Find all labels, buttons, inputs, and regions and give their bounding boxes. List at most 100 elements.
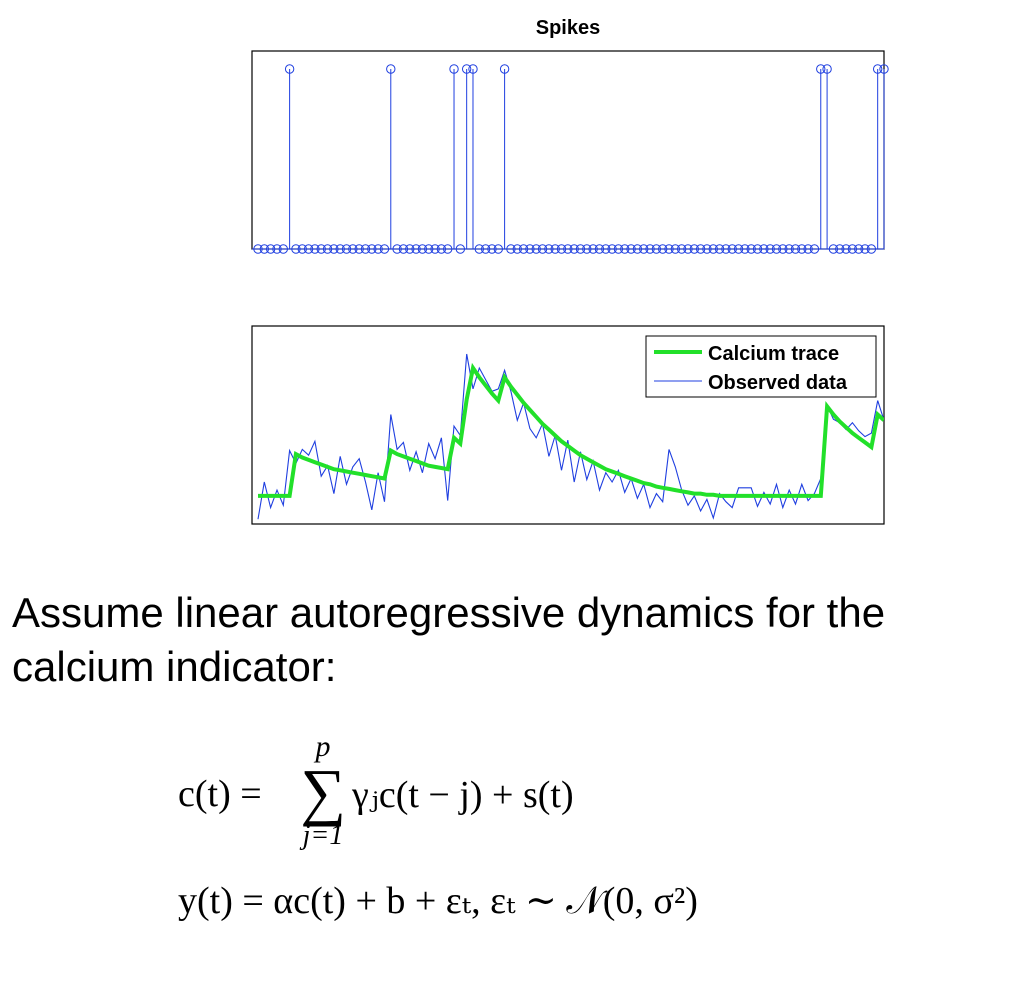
zero-marker [430,244,440,254]
zero-marker [512,244,522,254]
zero-marker [379,244,390,254]
sum-lower-limit: j=1 [302,820,344,851]
zero-marker [809,244,820,254]
zero-marker [360,244,371,254]
zero-marker [297,244,307,254]
zero-marker [702,244,712,254]
zero-marker [639,244,649,254]
zero-marker [695,244,706,254]
zero-marker [531,244,541,254]
zero-marker [613,244,624,254]
zero-marker [265,244,276,254]
caption-text: Assume linear autoregressive dynamics fo… [12,589,886,690]
zero-marker [797,244,807,254]
zero-marker [525,244,535,254]
zero-marker [259,244,270,254]
zero-marker [474,244,485,254]
zero-marker [778,244,788,254]
summation: p ∑ j=1 [283,730,363,852]
zero-marker [455,244,466,254]
spike-marker [461,64,472,74]
spike-marker [386,64,396,74]
zero-marker [367,244,377,254]
zero-marker [316,244,326,254]
zero-marker [626,244,636,254]
spike-marker [468,64,478,74]
zero-marker [322,244,333,254]
zero-marker [708,244,718,254]
zero-marker [721,244,731,254]
equation-1-rhs: γⱼc(t − j) + s(t) [352,774,574,816]
zero-marker [835,244,845,254]
zero-marker [689,244,700,254]
legend-box [645,335,877,398]
zero-marker [664,244,674,254]
zero-marker [563,244,573,254]
zero-marker [790,244,801,254]
zero-marker [575,244,586,254]
zero-marker [582,244,592,254]
zero-marker [601,244,611,254]
zero-marker [310,244,320,254]
zero-marker [784,244,794,254]
equation-1-lhs: c(t) = [178,773,262,815]
zero-marker [854,244,864,254]
zero-marker [714,244,725,254]
zero-marker [518,244,529,254]
spike-marker [449,64,459,74]
zero-marker [329,244,339,254]
zero-marker [670,244,681,254]
zero-marker [291,244,301,254]
zero-marker [746,244,756,254]
spike-marker [284,64,295,74]
zero-marker [676,244,687,254]
zero-marker [373,244,383,254]
zero-marker [651,244,662,254]
spike-marker [879,64,889,74]
zero-marker [569,244,579,254]
zero-marker [341,244,352,254]
zero-marker [828,244,839,254]
zero-marker [683,244,693,254]
zero-marker [424,244,434,254]
zero-marker [765,244,775,254]
zero-marker [537,244,548,254]
zero-marker [860,244,870,254]
spike-marker [872,64,883,74]
calcium-chart: Calcium trace Observed data [251,325,885,525]
equation-2: y(t) = αc(t) + b + εₜ, εₜ ∼ 𝒩(0, σ²) [178,880,698,922]
zero-marker [506,244,516,254]
legend-label-observed: Observed data [708,372,848,394]
zero-marker [544,244,554,254]
spikes-chart-title: Spikes [535,17,601,39]
zero-marker [657,244,668,254]
zero-marker [550,244,560,254]
zero-marker [436,244,447,254]
zero-marker [348,244,358,254]
zero-marker [487,244,497,254]
zero-marker [335,244,345,254]
zero-marker [411,244,421,254]
zero-marker [493,244,503,254]
zero-marker [740,244,750,254]
zero-marker [303,244,314,254]
zero-marker [645,244,655,254]
zero-marker [278,244,288,254]
zero-marker [594,244,605,254]
zero-marker [632,244,643,254]
zero-marker [771,244,782,254]
calcium-trace-line [258,362,884,498]
spike-marker [499,64,510,74]
zero-marker [841,244,851,254]
zero-marker [417,244,428,254]
legend-label-calcium: Calcium trace [708,343,839,365]
zero-marker [480,244,491,254]
zero-marker [866,244,877,254]
zero-marker [556,244,567,254]
zero-marker [752,244,763,254]
zero-marker [253,244,263,254]
zero-marker [354,244,364,254]
zero-marker [398,244,409,254]
sum-upper-limit: p [315,730,331,763]
zero-marker [392,244,402,254]
